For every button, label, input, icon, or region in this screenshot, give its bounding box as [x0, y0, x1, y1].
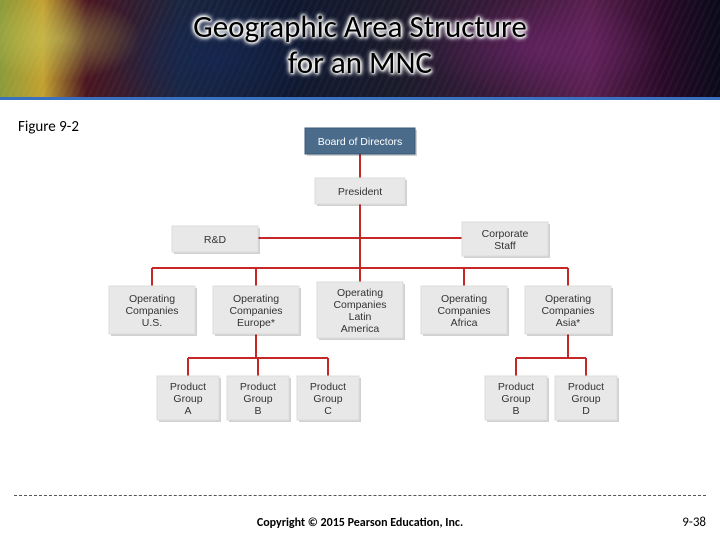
svg-text:Latin: Latin: [349, 311, 372, 323]
svg-text:Corporate: Corporate: [482, 228, 529, 240]
slide-title: Geographic Area Structure for an MNC: [0, 8, 720, 82]
svg-text:Group: Group: [243, 393, 272, 405]
svg-text:U.S.: U.S.: [142, 317, 162, 329]
svg-text:Group: Group: [173, 393, 202, 405]
svg-text:Asia*: Asia*: [556, 317, 581, 329]
svg-text:Group: Group: [501, 393, 530, 405]
svg-text:Companies: Companies: [541, 305, 594, 317]
svg-text:D: D: [582, 405, 590, 417]
svg-text:Operating: Operating: [129, 293, 175, 305]
svg-text:America: America: [341, 323, 380, 335]
svg-text:Companies: Companies: [437, 305, 490, 317]
svg-text:B: B: [512, 405, 519, 417]
org-chart-svg: Board of Directors President R&D CorporateS…: [60, 118, 660, 448]
svg-text:Operating: Operating: [545, 293, 591, 305]
svg-text:Product: Product: [240, 381, 276, 393]
svg-text:Companies: Companies: [333, 299, 386, 311]
svg-text:Group: Group: [313, 393, 342, 405]
copyright-text: Copyright © 2015 Pearson Education, Inc.: [0, 516, 720, 530]
svg-text:Operating: Operating: [441, 293, 487, 305]
svg-text:Operating: Operating: [233, 293, 279, 305]
svg-text:A: A: [184, 405, 191, 417]
svg-text:Product: Product: [498, 381, 534, 393]
title-line-2: for an MNC: [288, 44, 432, 82]
svg-text:Board of Directors: Board of Directors: [318, 136, 403, 148]
svg-text:Group: Group: [571, 393, 600, 405]
svg-text:President: President: [338, 186, 382, 198]
svg-text:Product: Product: [568, 381, 604, 393]
svg-text:C: C: [324, 405, 332, 417]
svg-text:R&D: R&D: [204, 234, 227, 246]
divider-dashed: [14, 495, 706, 496]
org-chart: Board of Directors President R&D CorporateS…: [0, 118, 720, 478]
svg-text:Companies: Companies: [229, 305, 282, 317]
svg-text:Product: Product: [170, 381, 206, 393]
page-number: 9-38: [682, 515, 706, 530]
title-line-1: Geographic Area Structure: [193, 8, 527, 46]
svg-text:Companies: Companies: [125, 305, 178, 317]
svg-text:Product: Product: [310, 381, 346, 393]
svg-text:B: B: [254, 405, 261, 417]
svg-text:Staff: Staff: [494, 240, 515, 252]
svg-text:Operating: Operating: [337, 287, 383, 299]
svg-text:Africa: Africa: [451, 317, 478, 329]
svg-text:Europe*: Europe*: [237, 317, 275, 329]
header-banner: Geographic Area Structure for an MNC: [0, 0, 720, 100]
